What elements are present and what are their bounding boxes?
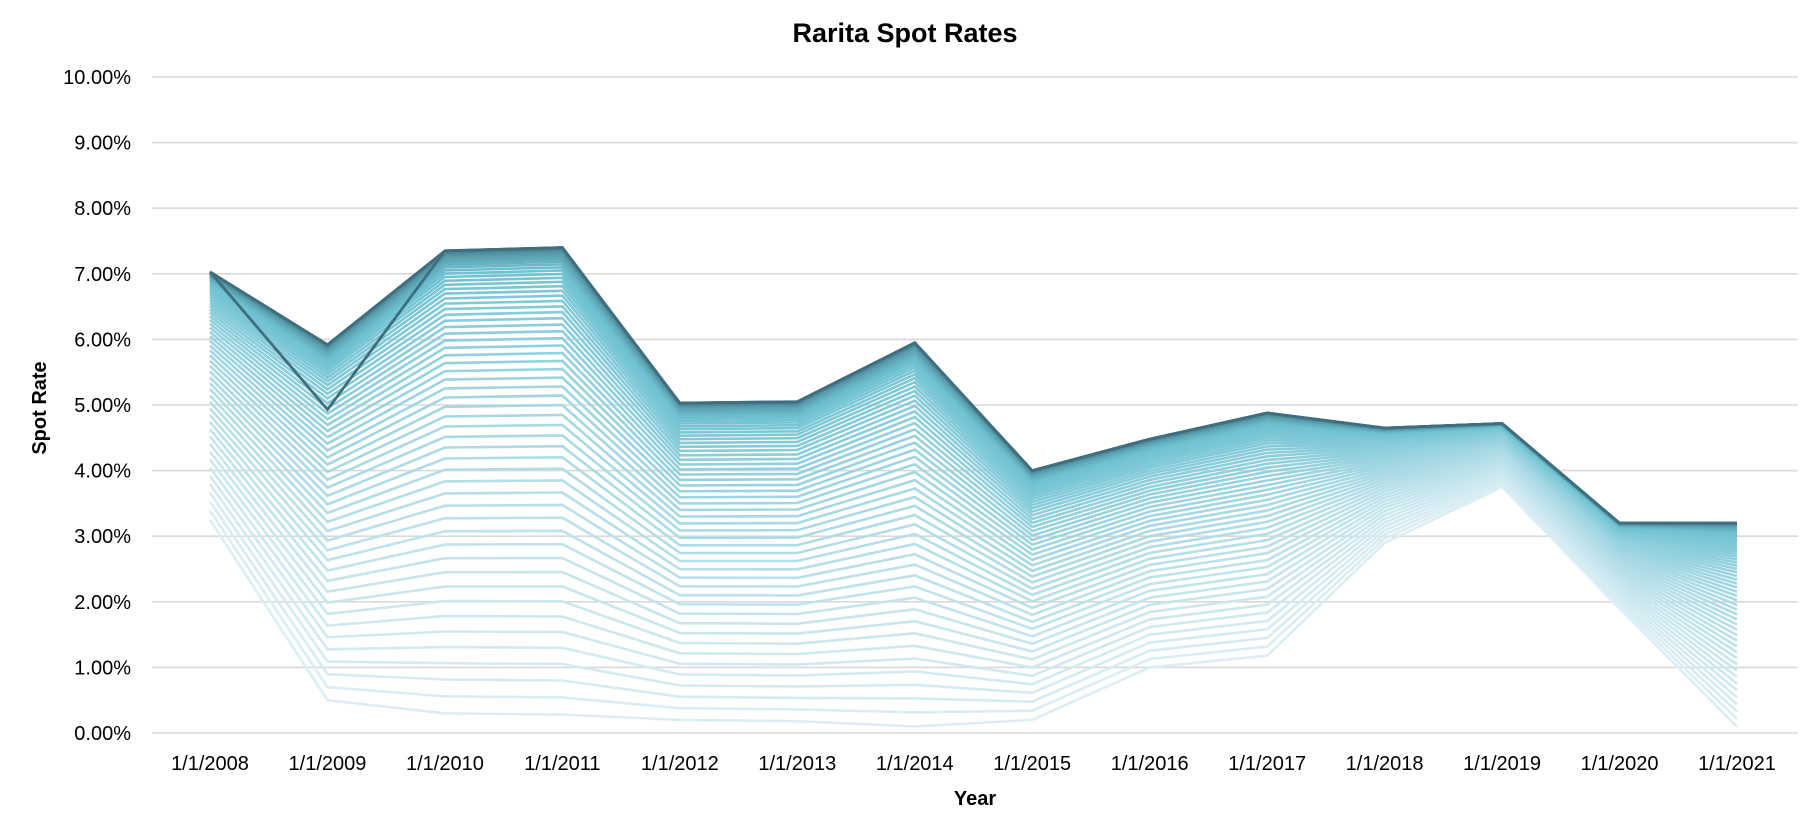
x-tick-label: 1/1/2015 bbox=[993, 753, 1071, 775]
series-line bbox=[209, 349, 1738, 589]
series-line bbox=[209, 394, 1738, 626]
y-axis-ticks: 0.00% 1.00% 2.00% 3.00% 4.00% 5.00% 6.00% 7.00%… bbox=[63, 67, 131, 745]
x-tick-label: 1/1/2019 bbox=[1463, 753, 1541, 775]
x-tick-label: 1/1/2009 bbox=[289, 753, 367, 775]
x-tick-label: 1/1/2008 bbox=[171, 753, 249, 775]
series-line bbox=[209, 359, 1738, 598]
series-line bbox=[208, 476, 1738, 699]
x-tick-label: 1/1/2021 bbox=[1698, 753, 1776, 775]
x-tick-label: 1/1/2010 bbox=[406, 753, 484, 775]
series-line bbox=[209, 414, 1738, 642]
series-line bbox=[209, 354, 1738, 593]
x-tick-label: 1/1/2012 bbox=[641, 753, 719, 775]
highlighted-series-line bbox=[208, 246, 1737, 525]
series-line bbox=[208, 443, 1738, 666]
x-tick-label: 1/1/2017 bbox=[1228, 753, 1306, 775]
y-axis-title: Spot Rate bbox=[29, 361, 51, 454]
x-tick-label: 1/1/2011 bbox=[524, 753, 600, 775]
series-line bbox=[209, 370, 1738, 607]
y-tick-label: 5.00% bbox=[74, 395, 131, 417]
x-tick-label: 1/1/2016 bbox=[1111, 753, 1189, 775]
x-axis-ticks: 1/1/2008 1/1/2009 1/1/2010 1/1/2011 1/1/2012… bbox=[171, 753, 1776, 775]
series-line bbox=[209, 344, 1738, 585]
series-line bbox=[209, 401, 1738, 631]
x-tick-label: 1/1/2020 bbox=[1581, 753, 1659, 775]
y-tick-label: 6.00% bbox=[74, 329, 131, 351]
y-tick-label: 10.00% bbox=[63, 67, 131, 89]
y-tick-label: 9.00% bbox=[74, 133, 131, 155]
x-axis-title: Year bbox=[954, 788, 996, 810]
series-line bbox=[208, 478, 1738, 706]
series-line bbox=[209, 388, 1738, 621]
y-tick-label: 1.00% bbox=[74, 657, 131, 679]
series-line bbox=[208, 435, 1738, 660]
series-line bbox=[208, 451, 1738, 672]
series-line bbox=[209, 382, 1738, 616]
y-tick-label: 4.00% bbox=[74, 461, 131, 483]
x-tick-label: 1/1/2018 bbox=[1346, 753, 1424, 775]
series-lines bbox=[208, 246, 1738, 728]
series-line bbox=[209, 365, 1738, 602]
x-tick-label: 1/1/2013 bbox=[758, 753, 836, 775]
y-tick-label: 3.00% bbox=[74, 526, 131, 548]
series-line bbox=[208, 485, 1738, 728]
series-line bbox=[208, 474, 1738, 692]
y-tick-label: 2.00% bbox=[74, 592, 131, 614]
series-line bbox=[209, 421, 1738, 648]
series-line bbox=[209, 339, 1738, 581]
y-tick-label: 8.00% bbox=[74, 198, 131, 220]
x-tick-label: 1/1/2014 bbox=[876, 753, 954, 775]
series-line bbox=[209, 376, 1738, 611]
series-line bbox=[208, 466, 1738, 685]
series-line bbox=[209, 428, 1738, 654]
series-line bbox=[208, 480, 1738, 713]
series-line bbox=[208, 483, 1738, 720]
y-tick-label: 0.00% bbox=[74, 723, 131, 745]
y-tick-label: 7.00% bbox=[74, 264, 131, 286]
series-line bbox=[208, 458, 1738, 679]
chart-title: Rarita Spot Rates bbox=[792, 18, 1017, 48]
series-line bbox=[209, 407, 1738, 637]
